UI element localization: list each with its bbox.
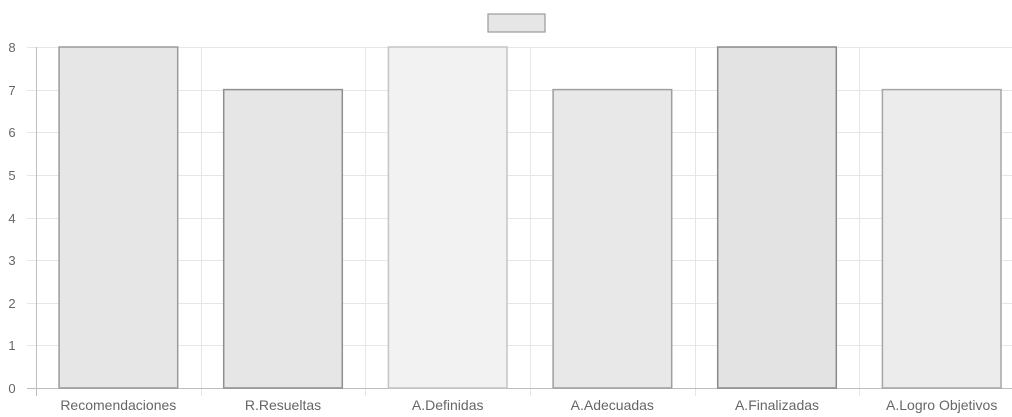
x-tick-label: A.Adecuadas [571,397,654,413]
legend-swatch[interactable] [487,13,546,33]
bar-recomendaciones [58,46,179,389]
x-tick-label: A.Definidas [412,397,484,413]
y-axis-tick-labels: 0 1 2 3 4 5 6 7 8 [8,40,15,396]
y-tick-label-2: 2 [8,296,15,311]
bars [58,46,1002,389]
y-tick-label-0: 0 [8,381,15,396]
y-tick-label-7: 7 [8,83,15,98]
grid-lines [27,47,1012,396]
bar-a-logro-objetivos [881,88,1002,389]
y-tick-label-1: 1 [8,338,15,353]
x-tick-label: R.Resueltas [245,397,321,413]
y-tick-label-5: 5 [8,168,15,183]
y-tick-label-6: 6 [8,125,15,140]
bar-a-adecuadas [552,88,673,389]
x-axis-tick-labels: Recomendaciones R.Resueltas A.Definidas A.A… [60,397,997,413]
x-tick-label: Recomendaciones [60,397,176,413]
bar-a-finalizadas [716,46,838,389]
x-tick-label: A.Logro Objetivos [886,397,997,413]
y-tick-label-8: 8 [8,40,15,55]
y-tick-label-4: 4 [8,211,15,226]
y-tick-label-3: 3 [8,253,15,268]
bar-r-resueltas [222,88,344,389]
x-tick-label: A.Finalizadas [735,397,819,413]
bar-a-definidas [387,46,508,389]
